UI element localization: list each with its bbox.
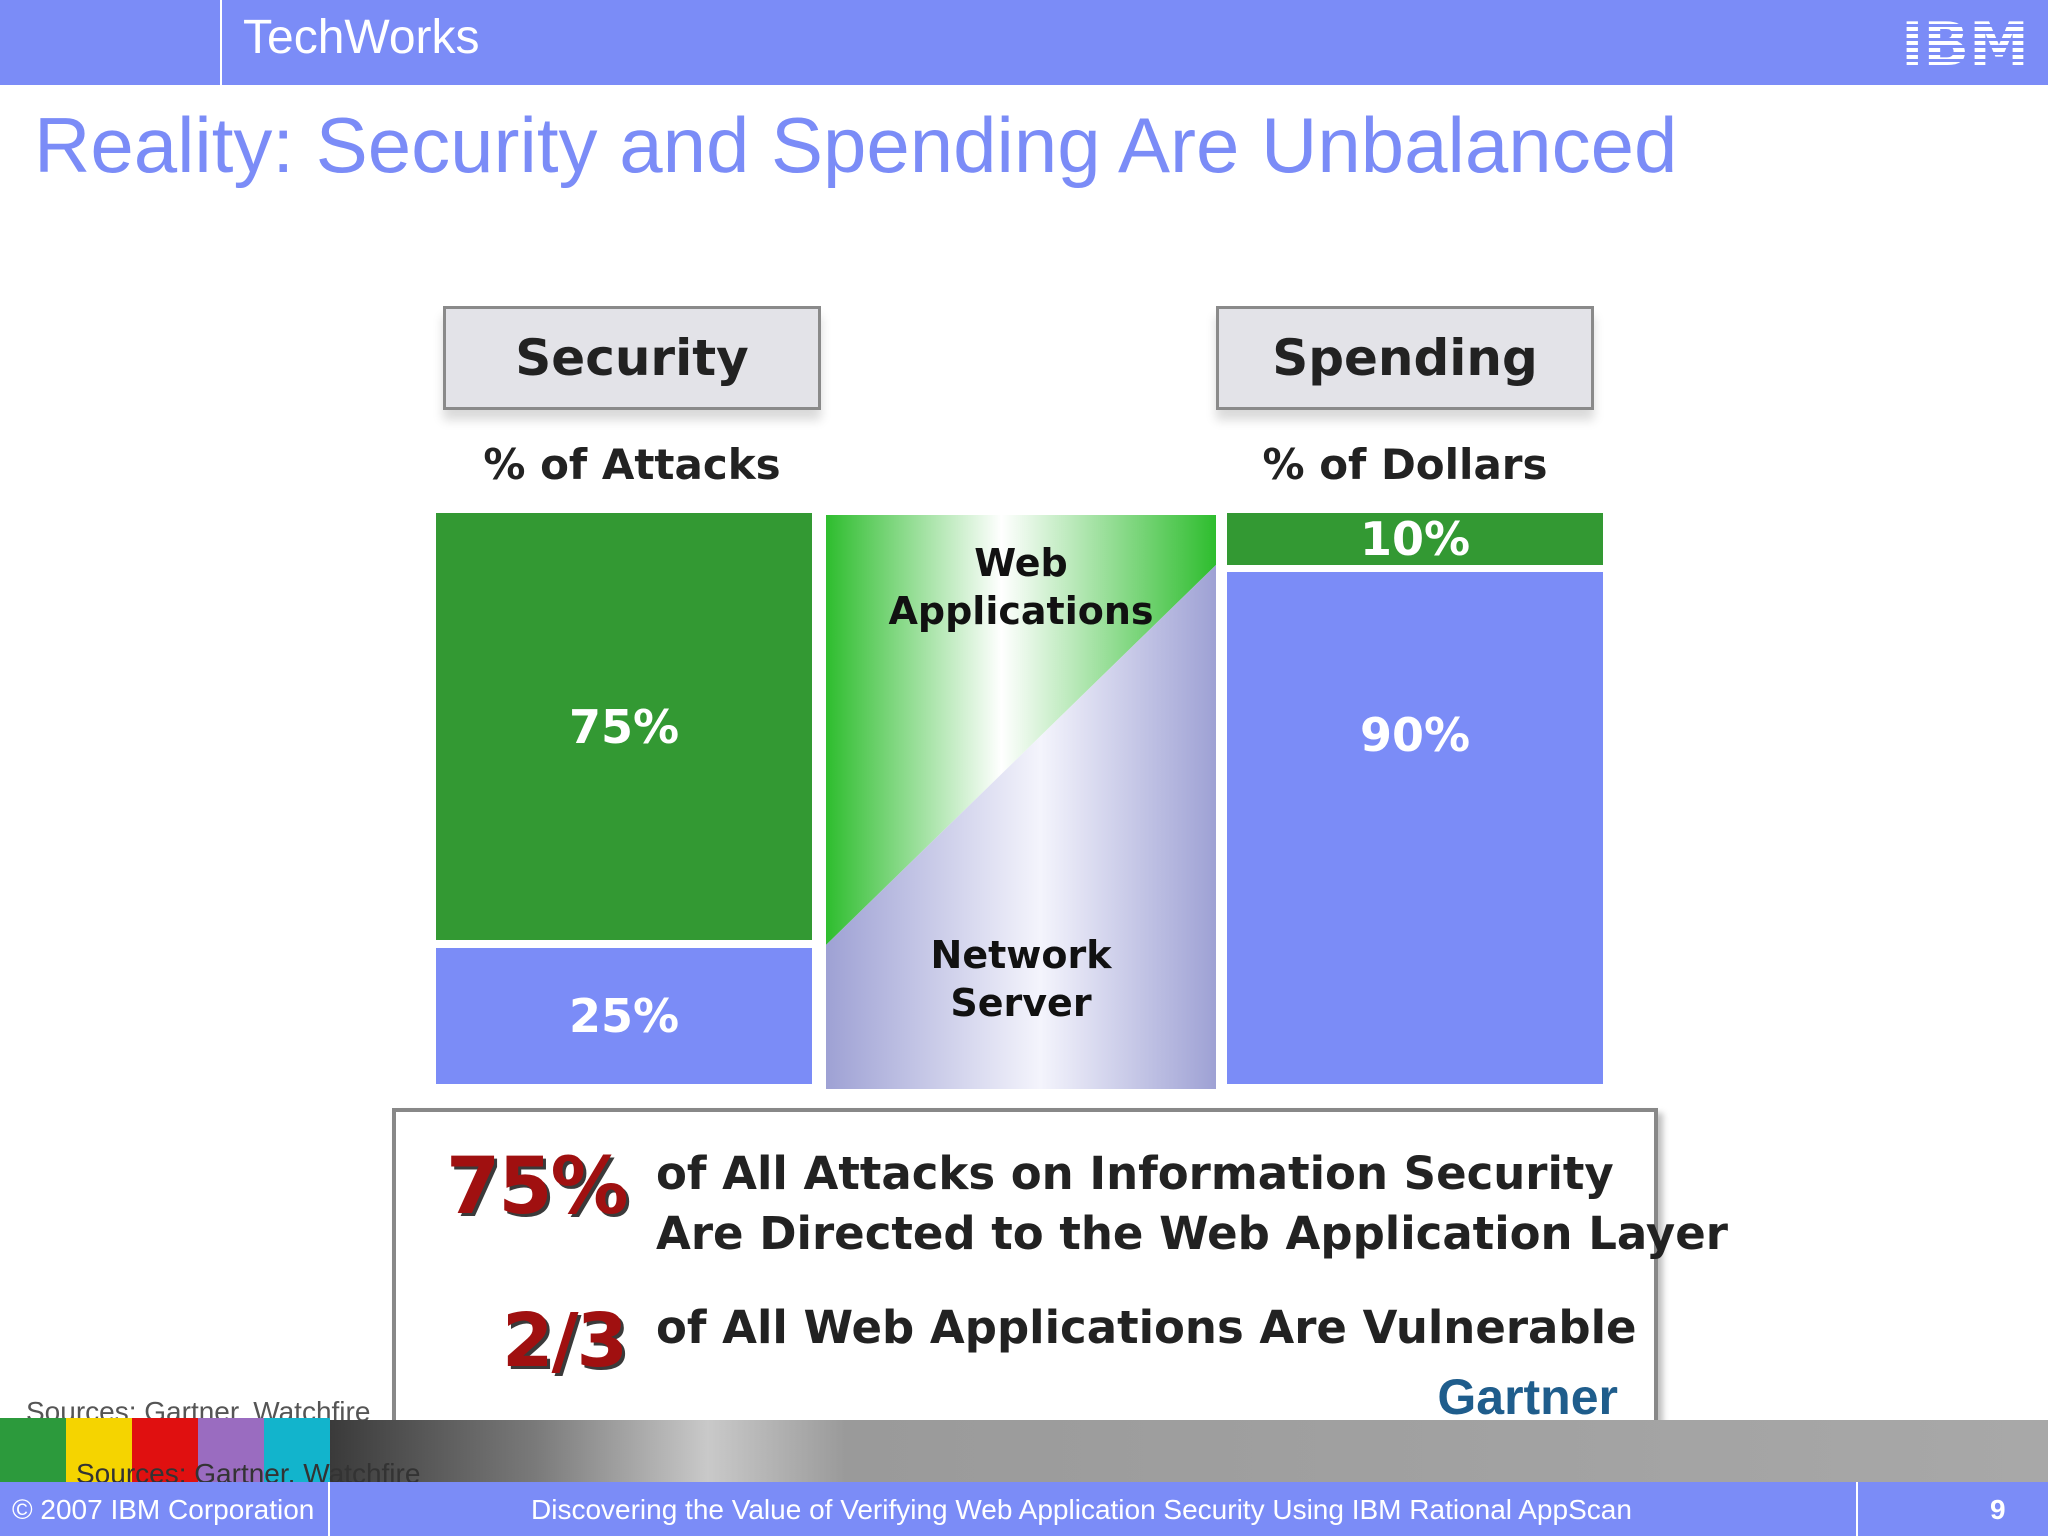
color-swatch-purple <box>198 1418 264 1482</box>
stat-vulnerable-number: 2/3 <box>502 1298 628 1384</box>
page-title: Reality: Security and Spending Are Unbal… <box>34 101 1678 189</box>
dollars-subheader: % of Dollars <box>1262 440 1548 489</box>
spending-network-percent: 90% <box>1359 708 1471 762</box>
spending-web-block: 10% <box>1227 512 1603 566</box>
category-panel: Web Applications Network Server <box>826 515 1216 1089</box>
gartner-logo: Gartner <box>1437 1369 1618 1425</box>
stat-attacks-text: of All Attacks on Information Security A… <box>656 1147 1728 1260</box>
spending-web-percent: 10% <box>1359 512 1471 566</box>
security-network-percent: 25% <box>568 989 680 1043</box>
footer-bar: © 2007 IBM Corporation Discovering the V… <box>0 1482 2048 1536</box>
top-bar: TechWorks IBM <box>0 0 2048 85</box>
statistics-callout: 75% of All Attacks on Information Securi… <box>392 1108 1728 1452</box>
attacks-subheader: % of Attacks <box>483 440 781 489</box>
footer-divider <box>1856 1482 1858 1536</box>
web-applications-label: Web Applications <box>888 541 1154 633</box>
color-swatch-red <box>132 1418 198 1482</box>
security-web-percent: 75% <box>568 699 680 754</box>
color-swatch-cyan <box>264 1418 330 1482</box>
ibm-logo: IBM <box>1901 12 2029 70</box>
copyright-text: © 2007 IBM Corporation <box>12 1494 315 1525</box>
security-web-block: 75% <box>436 513 812 940</box>
stat-vulnerable-text: of All Web Applications Are Vulnerable <box>656 1301 1637 1354</box>
security-header-box: Security <box>443 306 821 410</box>
color-swatch-yellow <box>66 1418 132 1482</box>
footer-divider <box>328 1482 330 1536</box>
category-diagonal-graphic <box>826 515 1216 1089</box>
brand-name: TechWorks <box>243 11 480 64</box>
color-swatch-green <box>0 1418 66 1482</box>
security-network-block: 25% <box>436 948 812 1084</box>
network-server-label: Network Server <box>930 933 1112 1025</box>
deck-title: Discovering the Value of Verifying Web A… <box>531 1494 1632 1525</box>
decorative-photo-strip <box>330 1420 2048 1482</box>
page-number: 9 <box>1990 1494 2006 1525</box>
stat-attacks-number: 75% <box>446 1142 629 1232</box>
svg-text:IBM: IBM <box>1901 12 2029 70</box>
spending-header-box: Spending <box>1216 306 1594 410</box>
spending-network-block: 90% <box>1227 572 1603 1084</box>
top-bar-divider <box>220 0 222 85</box>
